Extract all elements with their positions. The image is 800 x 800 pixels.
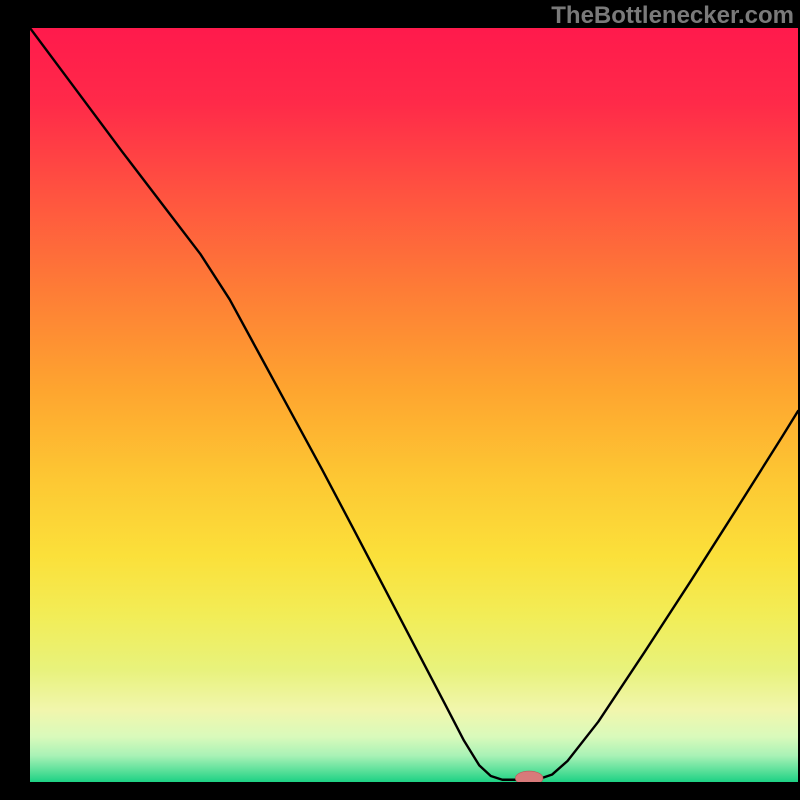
- chart-panel: [30, 28, 798, 782]
- chart-frame: TheBottlenecker.com: [0, 0, 800, 800]
- chart-svg: [30, 28, 798, 782]
- watermark-text: TheBottlenecker.com: [551, 2, 794, 30]
- gradient-background: [30, 28, 798, 782]
